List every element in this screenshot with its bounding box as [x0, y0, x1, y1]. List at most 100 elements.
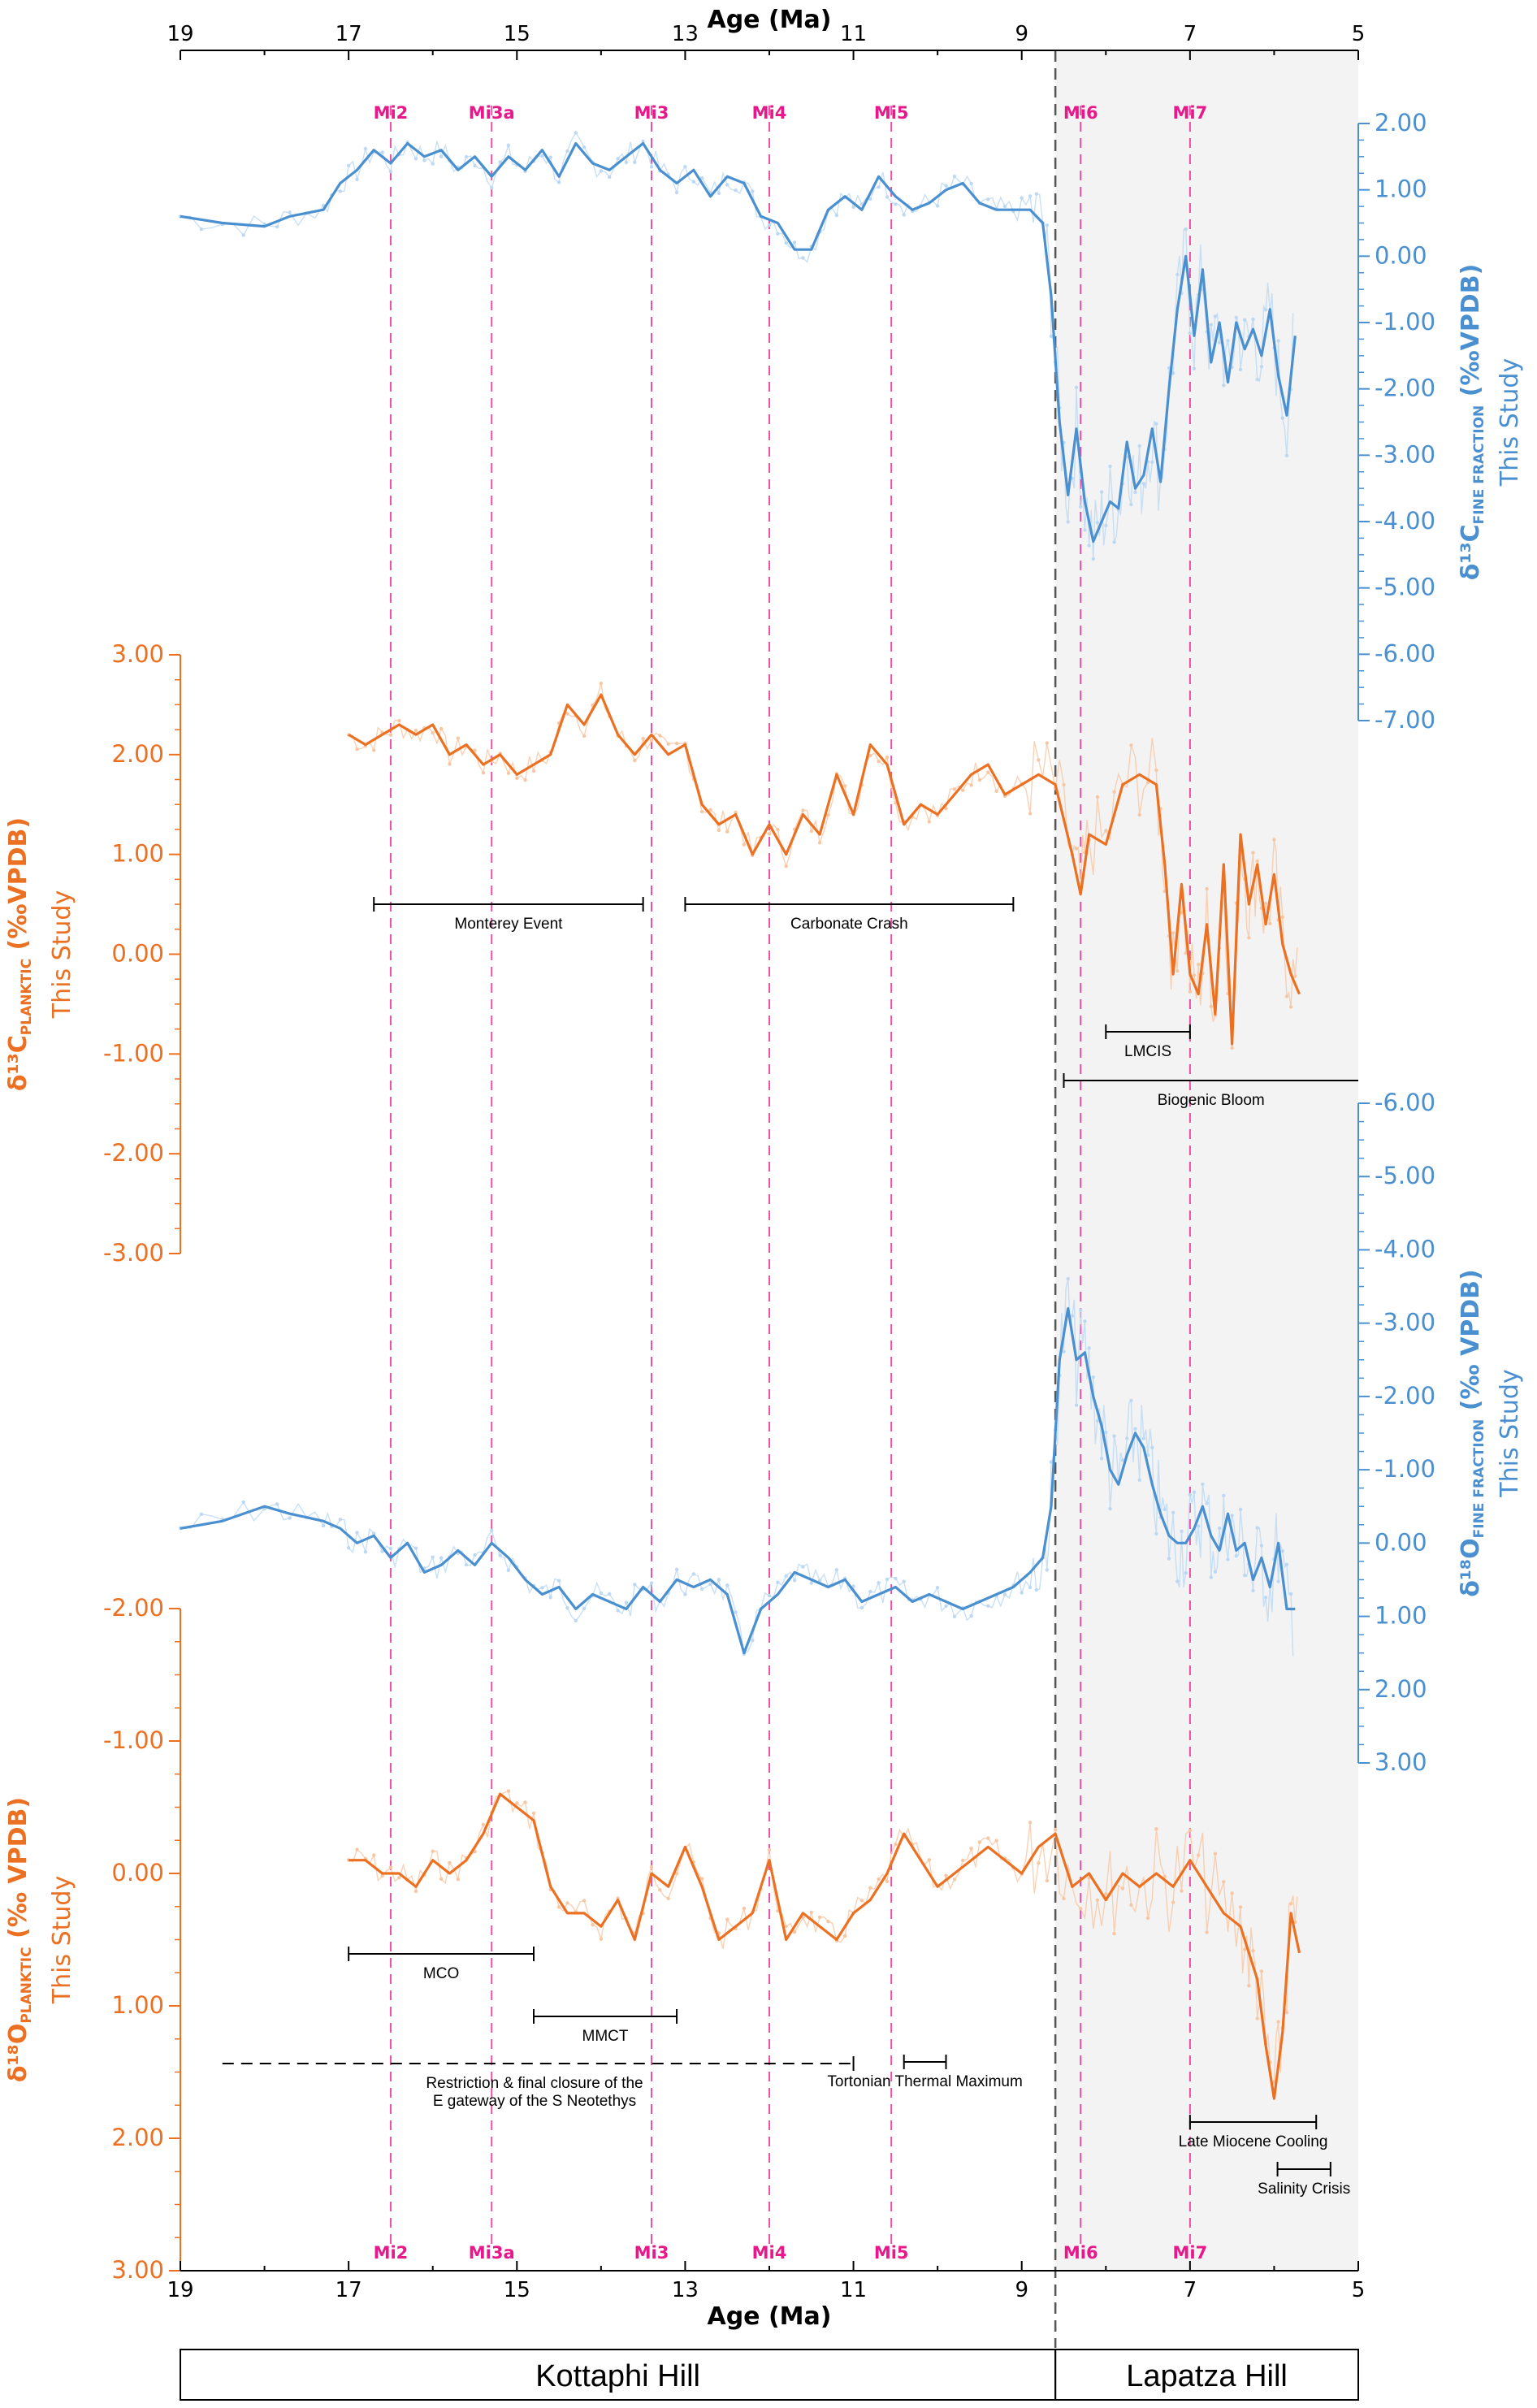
raw-point-d13C_fine — [767, 223, 772, 227]
raw-point-d13C_fine — [464, 154, 469, 159]
raw-point-d13C_fine — [1238, 367, 1243, 371]
raw-point-d18O_planktic — [431, 1849, 435, 1853]
event-label: Late Miocene Cooling — [1179, 2133, 1328, 2150]
raw-point-d13C_planktic — [1074, 847, 1079, 851]
raw-point-d13C_planktic — [1288, 1005, 1293, 1009]
raw-point-d13C_planktic — [742, 842, 747, 847]
raw-point-d13C_planktic — [506, 771, 511, 775]
raw-point-d18O_fine — [556, 1579, 561, 1583]
raw-point-d13C_fine — [616, 157, 620, 161]
raw-point-d13C_fine — [1284, 453, 1289, 457]
raw-point-d13C_fine — [1028, 194, 1033, 198]
raw-point-d18O_fine — [565, 1605, 569, 1610]
raw-point-d18O_fine — [1222, 1493, 1226, 1498]
raw-point-d13C_fine — [734, 188, 738, 193]
raw-point-d13C_planktic — [1112, 790, 1116, 794]
raw-point-d13C_fine — [490, 186, 494, 190]
raw-point-d18O_planktic — [894, 1843, 898, 1847]
raw-point-d13C_fine — [885, 195, 890, 199]
raw-point-d18O_planktic — [977, 1840, 982, 1844]
age-tick-label: 11 — [840, 2278, 867, 2302]
age-tick-label: 17 — [336, 22, 362, 46]
raw-point-d18O_planktic — [413, 1889, 418, 1894]
event-mmct: MMCT — [533, 2009, 678, 2045]
raw-point-d18O_fine — [902, 1579, 906, 1583]
lapatza-shaded-region — [1055, 50, 1358, 2271]
mi-label-bottom-mi3: Mi3 — [634, 2243, 669, 2263]
y-tick-label-d13C_planktic: -3.00 — [103, 1239, 164, 1267]
raw-point-d13C_planktic — [1268, 921, 1272, 926]
raw-point-d18O_planktic — [1180, 1889, 1184, 1893]
raw-point-d13C_fine — [868, 197, 872, 201]
raw-point-d18O_fine — [683, 1592, 687, 1596]
raw-point-d13C_fine — [1074, 385, 1079, 390]
series-line-d18O_fine — [180, 1307, 1296, 1655]
event-lmcis: LMCIS — [1105, 1024, 1191, 1060]
mi-label-top-mi2: Mi2 — [374, 103, 409, 123]
raw-point-d18O_fine — [241, 1500, 245, 1505]
y-tick-label-d18O_planktic: 1.00 — [111, 1991, 164, 2019]
raw-point-d18O_planktic — [380, 1873, 384, 1878]
raw-point-d13C_planktic — [986, 770, 990, 774]
raw-point-d18O_planktic — [1238, 1905, 1243, 1909]
raw-point-d18O_planktic — [969, 1847, 973, 1851]
raw-point-d18O_fine — [1104, 1430, 1108, 1435]
raw-point-d18O_planktic — [473, 1850, 477, 1854]
raw-point-d13C_fine — [944, 184, 948, 188]
raw-point-d13C_planktic — [1145, 781, 1150, 785]
raw-point-d18O_planktic — [1062, 1896, 1066, 1901]
raw-point-d18O_fine — [1188, 1492, 1193, 1497]
event-biogenic-bloom: Biogenic Bloom — [1063, 1073, 1358, 1109]
raw-point-d18O_planktic — [1104, 1892, 1108, 1896]
event-tortonian-thermal-maximum: Tortonian Thermal Maximum — [827, 2055, 1023, 2090]
age-tick-label: 15 — [504, 2278, 530, 2302]
raw-point-d18O_planktic — [927, 1858, 932, 1862]
raw-point-d13C_fine — [1137, 444, 1141, 448]
raw-point-d13C_planktic — [944, 807, 948, 811]
raw-point-d18O_planktic — [1171, 1900, 1175, 1904]
panel-d13C_planktic: 3.00 2.00 1.00 0.00 -1.00 -2.00 -3.00 δ¹³CPLANK… — [4, 640, 1301, 1267]
raw-point-d13C_fine — [674, 190, 679, 195]
raw-point-d18O_planktic — [1197, 1853, 1201, 1857]
raw-point-d13C_planktic — [355, 747, 359, 751]
raw-point-d18O_planktic — [1251, 1948, 1255, 1953]
y-tick-label-d18O_fine: 3.00 — [1375, 1748, 1427, 1776]
raw-point-d18O_fine — [1083, 1319, 1087, 1323]
raw-point-d18O_fine — [1197, 1524, 1201, 1528]
raw-point-d18O_planktic — [1112, 1931, 1116, 1936]
age-tick-label: 15 — [504, 22, 530, 46]
raw-point-d13C_planktic — [1251, 851, 1255, 855]
raw-point-d18O_planktic — [658, 1888, 662, 1892]
raw-point-d18O_fine — [599, 1591, 604, 1596]
raw-point-d18O_fine — [1108, 1506, 1112, 1511]
raw-point-d18O_fine — [1133, 1427, 1137, 1431]
raw-point-d18O_planktic — [859, 1899, 864, 1903]
raw-point-d18O_fine — [1180, 1529, 1184, 1534]
mi-label-top-mi3: Mi3 — [634, 103, 669, 123]
raw-point-d13C_planktic — [1209, 1004, 1214, 1009]
panel-d18O_fine: -6.00 -5.00 -4.00 -3.00 -2.00 -1.00 0.00 1.00 2.… — [178, 1089, 1524, 1776]
raw-point-d13C_fine — [1226, 339, 1230, 343]
raw-point-d13C_fine — [431, 162, 435, 166]
raw-point-d13C_planktic — [1171, 931, 1175, 935]
raw-point-d13C_fine — [1133, 490, 1137, 495]
raw-point-d13C_planktic — [885, 756, 890, 760]
raw-point-d13C_fine — [1095, 521, 1100, 525]
y-tick-label-d18O_planktic: -2.00 — [103, 1594, 164, 1622]
raw-point-d18O_fine — [1234, 1554, 1239, 1558]
isotope-panels: 2.001.000.00-1.00-2.00-3.00-4.00-5.00-6.… — [4, 109, 1524, 2284]
raw-point-d18O_planktic — [439, 1877, 444, 1881]
raw-point-d18O_planktic — [1120, 1886, 1125, 1890]
raw-point-d18O_planktic — [1213, 1851, 1218, 1856]
raw-point-d18O_fine — [1251, 1588, 1255, 1593]
raw-point-d13C_fine — [556, 180, 561, 184]
raw-point-d13C_fine — [1175, 272, 1180, 277]
y-tick-label-d13C_fine: -5.00 — [1375, 574, 1435, 601]
raw-point-d13C_planktic — [1197, 962, 1201, 967]
event-label: Carbonate Crash — [790, 916, 908, 933]
raw-point-d13C_fine — [241, 233, 245, 237]
raw-point-d13C_fine — [1002, 204, 1007, 209]
raw-point-d18O_fine — [1028, 1585, 1033, 1590]
raw-point-d13C_fine — [422, 158, 426, 162]
raw-point-d13C_fine — [582, 145, 587, 149]
